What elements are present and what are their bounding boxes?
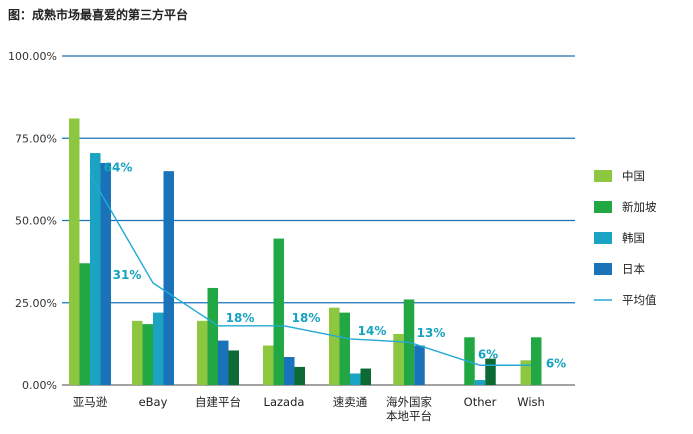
x-tick-label: 海外国家	[386, 395, 432, 409]
bar	[393, 334, 404, 385]
average-line	[89, 174, 531, 366]
y-tick-label: 75.00%	[15, 132, 57, 145]
bar	[520, 360, 531, 385]
bar	[284, 357, 295, 385]
bar	[69, 118, 80, 385]
legend-swatch	[594, 232, 612, 244]
bar	[531, 337, 542, 385]
y-tick-label: 25.00%	[15, 297, 57, 310]
average-data-label: 13%	[417, 326, 446, 340]
bar	[197, 320, 208, 385]
x-tick-label: 亚马逊	[73, 395, 108, 409]
average-data-label: 64%	[104, 160, 133, 174]
legend-label: 韩国	[622, 231, 645, 245]
x-tick-label: Lazada	[264, 395, 305, 409]
x-tick-label: 本地平台	[386, 409, 432, 423]
legend-label: 新加坡	[622, 200, 657, 214]
bar	[79, 263, 90, 385]
x-tick-label: 自建平台	[195, 395, 241, 409]
x-tick-label: eBay	[139, 395, 168, 409]
legend-label: 平均值	[622, 293, 657, 307]
average-data-label: 6%	[546, 356, 566, 370]
bar	[294, 366, 305, 385]
y-tick-label: 0.00%	[22, 379, 57, 392]
bar	[360, 368, 371, 385]
bar	[228, 350, 239, 385]
bar	[90, 153, 101, 385]
bar	[273, 238, 284, 385]
legend-label: 中国	[622, 169, 645, 183]
average-data-label: 31%	[113, 268, 142, 282]
x-tick-label: 速卖通	[333, 395, 368, 409]
bar	[132, 320, 143, 385]
average-data-label: 18%	[292, 311, 321, 325]
x-tick-label: Other	[464, 395, 497, 409]
average-data-label: 18%	[226, 311, 255, 325]
chart-title: 图：成熟市场最喜爱的第三方平台	[8, 8, 189, 22]
bar	[485, 358, 496, 385]
bar	[329, 307, 340, 385]
bar	[142, 324, 153, 385]
legend-swatch	[594, 201, 612, 213]
y-tick-label: 100.00%	[8, 50, 57, 63]
average-data-label: 6%	[478, 347, 498, 361]
legend-label: 日本	[622, 262, 645, 276]
bar	[153, 312, 164, 385]
bar	[414, 345, 425, 385]
bar	[218, 340, 229, 385]
legend-swatch	[594, 263, 612, 275]
bar	[339, 312, 350, 385]
bar	[263, 345, 274, 385]
bar	[350, 373, 361, 385]
legend-swatch	[594, 170, 612, 182]
bar	[163, 171, 174, 385]
bar	[100, 162, 111, 385]
average-data-label: 14%	[358, 324, 387, 338]
bar	[474, 380, 486, 385]
x-tick-label: Wish	[517, 395, 545, 409]
y-tick-label: 50.00%	[15, 215, 57, 228]
bar	[207, 287, 218, 385]
